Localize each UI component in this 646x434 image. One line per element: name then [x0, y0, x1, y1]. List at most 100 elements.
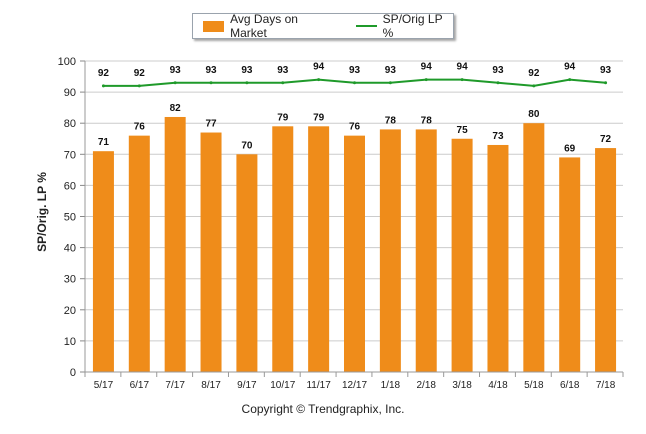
- line-point: [281, 81, 285, 85]
- line-point: [424, 78, 428, 82]
- x-tick-label: 1/18: [381, 380, 401, 391]
- bar-data-label: 77: [205, 119, 217, 130]
- line-point: [353, 81, 356, 85]
- bar: [272, 126, 294, 372]
- x-tick-label: 3/18: [452, 380, 472, 391]
- bar: [379, 129, 401, 372]
- y-tick-label: 70: [64, 149, 76, 161]
- x-tick-label: 12/17: [342, 380, 367, 391]
- bar-data-labels: 71 76 82 77 70 79 79 76 78 78 75 73 80 69 72: [98, 103, 612, 154]
- x-tick-label: 7/18: [596, 380, 616, 391]
- x-tick-label: 7/17: [165, 380, 185, 391]
- bars: [92, 116, 617, 372]
- bar: [164, 116, 186, 372]
- y-tick-label: 20: [64, 305, 76, 317]
- legend: Avg Days on Market SP/Orig LP %: [192, 12, 454, 40]
- line-point: [388, 81, 392, 85]
- bar: [523, 123, 545, 372]
- bar: [451, 138, 473, 372]
- x-tick-label: 2/18: [416, 380, 436, 391]
- legend-line-label: SP/Orig LP %: [382, 12, 443, 40]
- line-point: [173, 81, 177, 85]
- bar-data-label: 70: [241, 140, 253, 151]
- bar-data-label: 75: [457, 125, 469, 136]
- line-data-label: 94: [421, 62, 433, 73]
- line-data-label: 93: [492, 65, 504, 76]
- y-tick-label: 10: [64, 336, 76, 348]
- bar-data-label: 78: [385, 115, 397, 126]
- line-point: [568, 78, 572, 82]
- bar-data-label: 80: [528, 109, 540, 120]
- y-tick-label: 60: [64, 180, 76, 192]
- bar-data-label: 78: [421, 115, 433, 126]
- bar-data-label: 73: [492, 131, 504, 142]
- legend-bar-label: Avg Days on Market: [230, 12, 298, 40]
- line-data-labels: 92 92 93 93 93 93 94 93 93 94 94 93 92 94 93: [98, 62, 612, 79]
- line-data-label: 92: [134, 68, 146, 79]
- x-tick-label: 10/17: [270, 380, 295, 391]
- y-tick-label: 30: [64, 274, 76, 286]
- y-tick-label: 80: [64, 118, 76, 130]
- bar-data-label: 69: [564, 143, 576, 154]
- line-data-label: 92: [98, 68, 110, 79]
- line-point: [245, 81, 249, 85]
- bar: [344, 135, 365, 372]
- line-point: [101, 84, 105, 88]
- line-data-label: 93: [385, 65, 397, 76]
- line-point: [317, 78, 321, 82]
- bar-data-label: 76: [349, 122, 361, 133]
- bar-data-label: 71: [98, 137, 110, 148]
- x-tick-label: 8/17: [201, 380, 221, 391]
- x-tick-label: 5/17: [94, 380, 114, 391]
- line-data-label: 93: [205, 65, 217, 76]
- legend-item-line: SP/Orig LP %: [344, 12, 453, 40]
- legend-bar-swatch: [203, 20, 225, 32]
- bar: [308, 126, 330, 372]
- legend-item-bar: Avg Days on Market: [203, 12, 334, 40]
- line-data-label: 93: [170, 65, 182, 76]
- y-tick-label: 0: [70, 367, 76, 379]
- copyright-text: Copyright © Trendgraphix, Inc.: [241, 402, 405, 416]
- y-axis: 0 10 20 30 40 50 60 70 80 90 100: [58, 56, 86, 379]
- line-point: [604, 81, 608, 85]
- bar: [236, 154, 258, 372]
- line-data-label: 93: [600, 65, 612, 76]
- x-axis: 5/17 6/17 7/17 8/17 9/17 10/17 11/17 12/17 1/18 2…: [84, 371, 624, 391]
- y-tick-label: 40: [64, 243, 76, 255]
- y-tick-label: 50: [64, 212, 76, 224]
- x-tick-label: 5/18: [524, 380, 544, 391]
- bar-data-label: 76: [134, 122, 146, 133]
- bar: [487, 144, 509, 372]
- legend-line-swatch: [355, 25, 377, 27]
- line-data-label: 94: [564, 62, 576, 73]
- line-data-label: 92: [528, 68, 540, 79]
- x-tick-label: 9/17: [237, 380, 257, 391]
- line-data-label: 94: [313, 62, 325, 73]
- line-data-label: 93: [349, 65, 361, 76]
- x-tick-label: 11/17: [306, 380, 331, 391]
- bar-data-label: 79: [313, 112, 325, 123]
- x-tick-label: 4/18: [488, 380, 508, 391]
- bar: [200, 132, 222, 372]
- line-point: [532, 84, 536, 88]
- y-axis-title: SP/Orig. LP %: [35, 172, 49, 252]
- line-point: [209, 81, 213, 85]
- bar: [559, 157, 581, 372]
- x-tick-label: 6/17: [130, 380, 150, 391]
- bar: [595, 148, 617, 372]
- bar-data-label: 82: [170, 103, 182, 114]
- bar: [92, 151, 114, 372]
- bar-data-label: 72: [600, 134, 612, 145]
- line-point: [460, 78, 464, 82]
- line-data-label: 93: [277, 65, 289, 76]
- line-point: [137, 84, 141, 88]
- line-series: [101, 78, 608, 88]
- x-tick-label: 6/18: [560, 380, 580, 391]
- bar-data-label: 79: [277, 112, 289, 123]
- line-data-label: 94: [457, 62, 469, 73]
- y-tick-label: 100: [58, 56, 76, 68]
- line-point: [496, 81, 500, 85]
- bar: [128, 135, 150, 372]
- bar: [415, 129, 437, 372]
- line-data-label: 93: [241, 65, 253, 76]
